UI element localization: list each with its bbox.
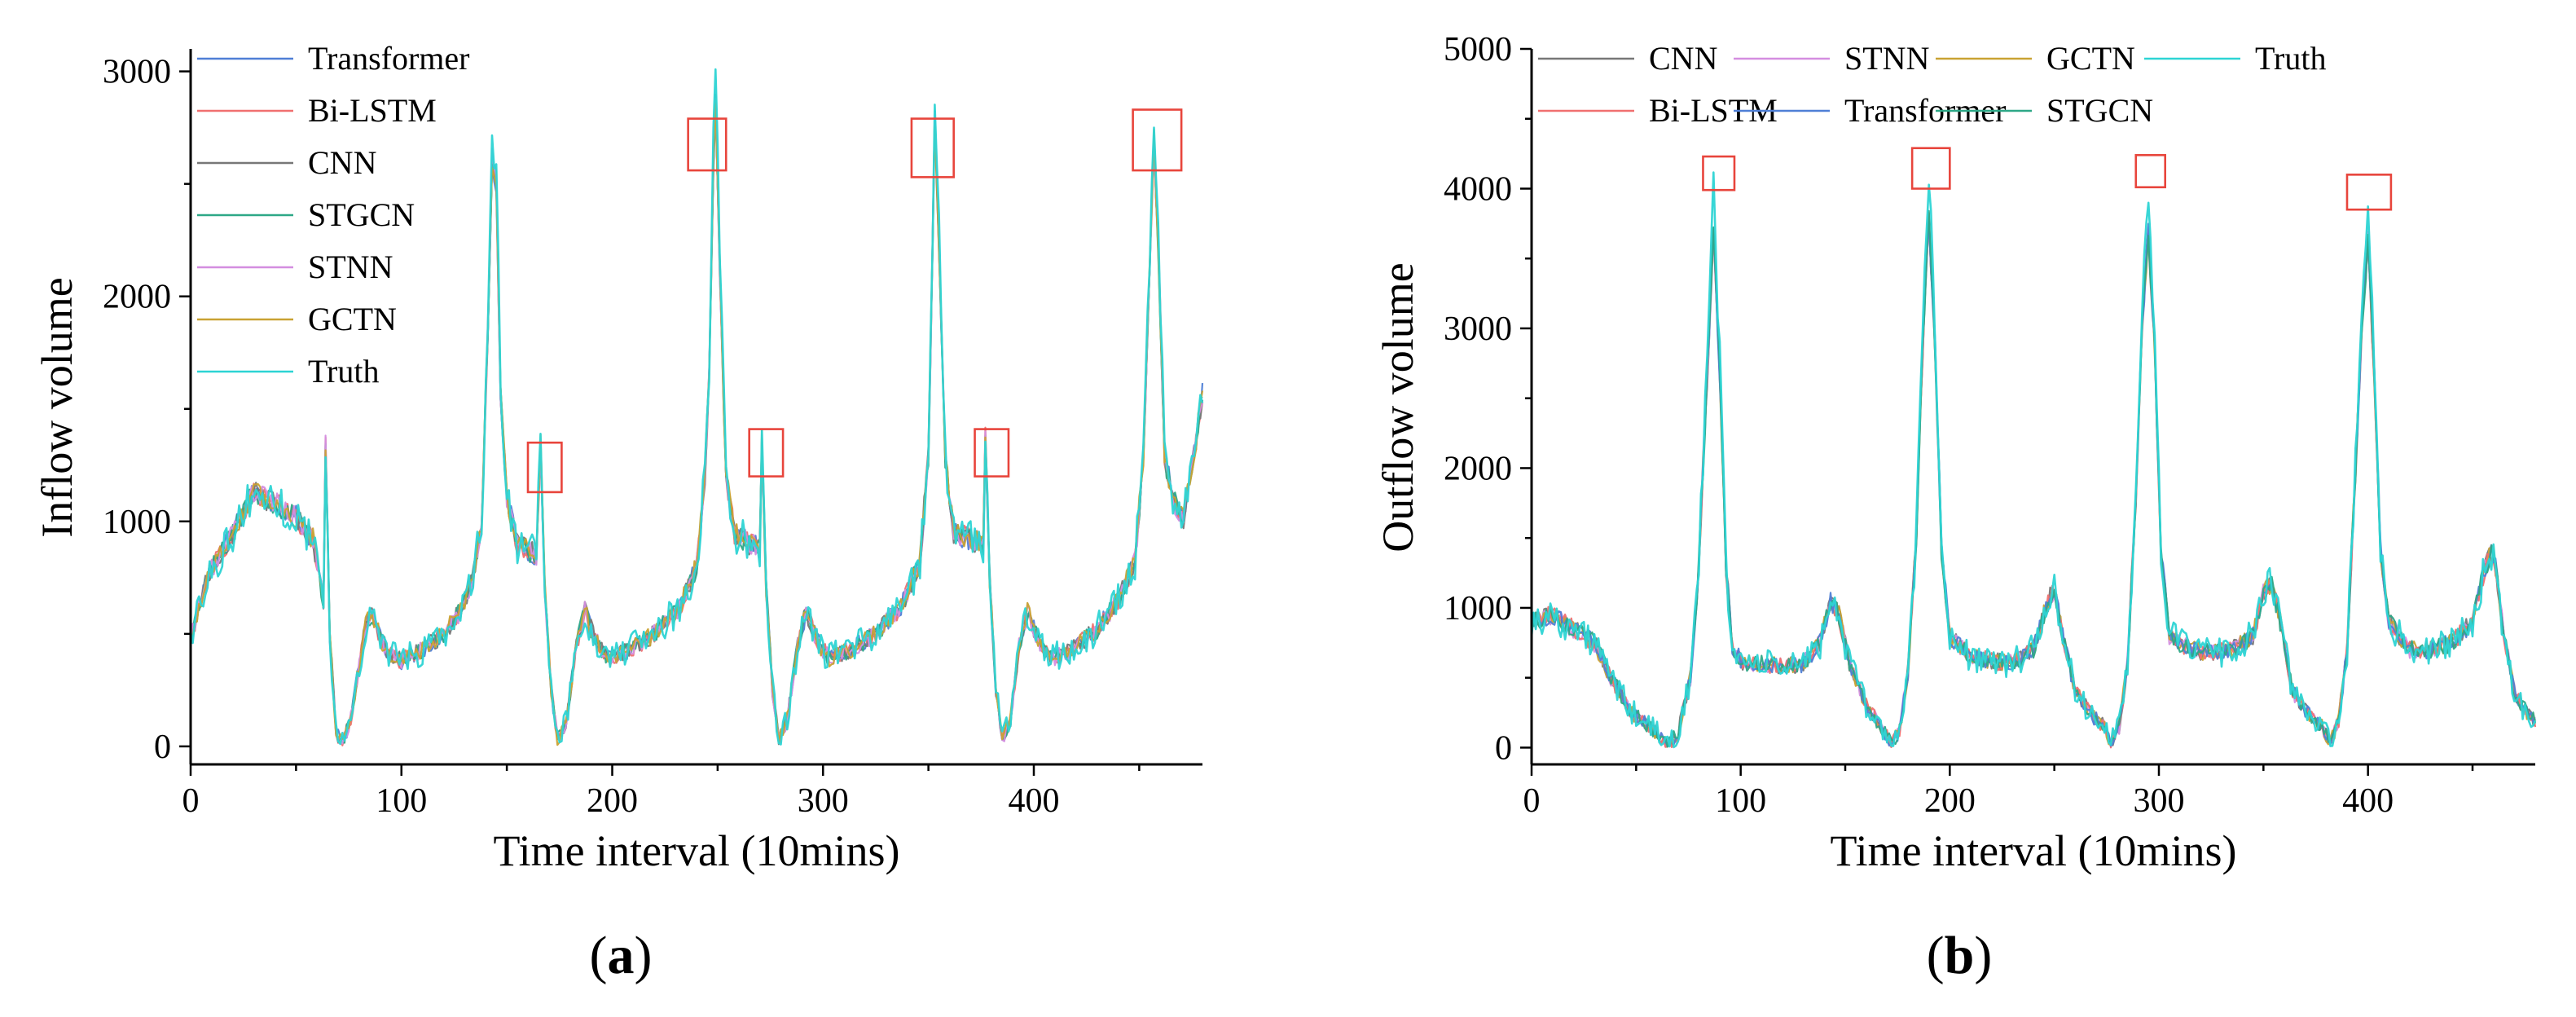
legend-label: Truth — [2255, 40, 2326, 77]
panel-a-x-tick-label: 300 — [798, 782, 849, 820]
panel-a-y-tick-label: 2000 — [103, 279, 171, 316]
panel-b-y-tick-label: 1000 — [1444, 590, 1512, 627]
legend-item-transformer: Transformer — [1734, 92, 2007, 129]
panel-a-x-tick-label: 200 — [587, 782, 638, 820]
legend-item-stnn: STNN — [197, 249, 393, 285]
legend-item-gctn: GCTN — [197, 301, 397, 337]
legend-label: Transformer — [308, 40, 470, 77]
panel-b-x-tick-label: 100 — [1715, 782, 1766, 820]
panel-b-y-tick-label: 4000 — [1444, 170, 1512, 208]
panel-b-highlight-boxes — [1702, 147, 2393, 211]
panel-a-series-truth — [189, 68, 1204, 746]
legend-label: GCTN — [2046, 40, 2135, 77]
legend-item-transformer: Transformer — [197, 40, 470, 77]
legend-item-stgcn: STGCN — [197, 196, 415, 233]
legend-label: Bi-LSTM — [308, 92, 437, 129]
panel-b-x-tick-label: 200 — [1924, 782, 1976, 820]
panel-a-series-transformer — [190, 98, 1204, 742]
panel-b-y-tick-label: 0 — [1495, 729, 1512, 767]
panel-a-highlight-box — [910, 117, 955, 178]
legend-label: STNN — [308, 249, 393, 285]
panel-b-x-tick-label: 0 — [1523, 782, 1541, 820]
panel-a-highlight-box — [974, 428, 1010, 478]
panel-b-series-stnn — [1530, 221, 2536, 748]
panel-a-ticks: 0 100 200 300 400 0 1000 2000 3000 — [103, 54, 1141, 820]
legend-item-cnn: CNN — [197, 144, 376, 181]
legend-item-truth: Truth — [2144, 40, 2326, 77]
panel-a-highlight-box — [526, 441, 563, 494]
panel-b-series-cnn — [1530, 216, 2536, 746]
legend-label: Truth — [308, 353, 379, 390]
panel-a: 0 100 200 300 400 0 1000 2000 3000 Transformer Bi… — [33, 40, 1204, 985]
panel-b-x-tick-label: 400 — [2342, 782, 2394, 820]
panel-b-y-tick-label: 2000 — [1444, 450, 1512, 487]
panel-a-y-tick-label: 1000 — [103, 504, 171, 541]
panel-a-highlight-boxes — [526, 108, 1183, 494]
legend-item-gctn: GCTN — [1936, 40, 2135, 77]
panel-b-label-letter: b — [1945, 926, 1975, 985]
panel-a-legend: Transformer Bi-LSTM CNN STGCN STNN GCTN Truth — [197, 40, 470, 390]
panel-a-y-axis-label: Inflow volume — [33, 277, 81, 537]
panel-a-x-tick-label: 400 — [1009, 782, 1060, 820]
legend-label: CNN — [1649, 40, 1717, 77]
legend-label: STGCN — [308, 196, 415, 233]
panel-a-label-letter: a — [608, 926, 635, 985]
panel-b-y-tick-label: 5000 — [1444, 31, 1512, 68]
panel-b-series-gctn — [1530, 213, 2537, 746]
panel-b-x-axis-label: Time interval (10mins) — [1831, 826, 2237, 875]
legend-item-stgcn: STGCN — [1936, 92, 2153, 129]
panel-a-highlight-box — [687, 117, 728, 172]
panel-b-highlight-box — [1702, 155, 1736, 192]
panel-a-highlight-box — [748, 428, 785, 478]
panel-b-highlight-box — [2345, 174, 2393, 211]
panel-a-x-axis-label: Time interval (10mins) — [494, 826, 900, 875]
panel-b-label: (b) — [1927, 926, 1993, 985]
panel-b-x-tick-label: 300 — [2134, 782, 2185, 820]
panel-a-y-tick-label: 0 — [154, 729, 171, 766]
panel-b-series-stgcn — [1530, 209, 2537, 748]
panel-b-highlight-box — [1910, 147, 1951, 190]
panel-a-series-lines — [189, 68, 1204, 746]
legend-label: STNN — [1844, 40, 1929, 77]
panel-a-label: (a) — [590, 926, 653, 985]
panel-b-y-tick-label: 3000 — [1444, 310, 1512, 348]
panel-b-series-bi-lstm — [1530, 212, 2537, 749]
panel-a-x-tick-label: 100 — [376, 782, 427, 820]
legend-item-stnn: STNN — [1734, 40, 1929, 77]
panel-b-series-truth — [1530, 171, 2537, 749]
legend-item-bi-lstm: Bi-LSTM — [197, 92, 437, 129]
panel-b-series-transformer — [1530, 220, 2536, 747]
legend-label: STGCN — [2046, 92, 2153, 129]
panel-a-y-tick-label: 3000 — [103, 54, 171, 91]
panel-b-series-lines — [1530, 171, 2537, 749]
panel-b-y-axis-label: Outflow volume — [1374, 262, 1422, 552]
legend-item-cnn: CNN — [1538, 40, 1717, 77]
legend-item-truth: Truth — [197, 353, 379, 390]
legend-label: GCTN — [308, 301, 397, 337]
panel-a-series-cnn — [190, 93, 1204, 746]
panel-b-highlight-box — [2134, 154, 2166, 189]
legend-label: CNN — [308, 144, 376, 181]
panel-a-highlight-box — [1132, 108, 1183, 172]
panel-a-x-tick-label: 0 — [182, 782, 200, 820]
